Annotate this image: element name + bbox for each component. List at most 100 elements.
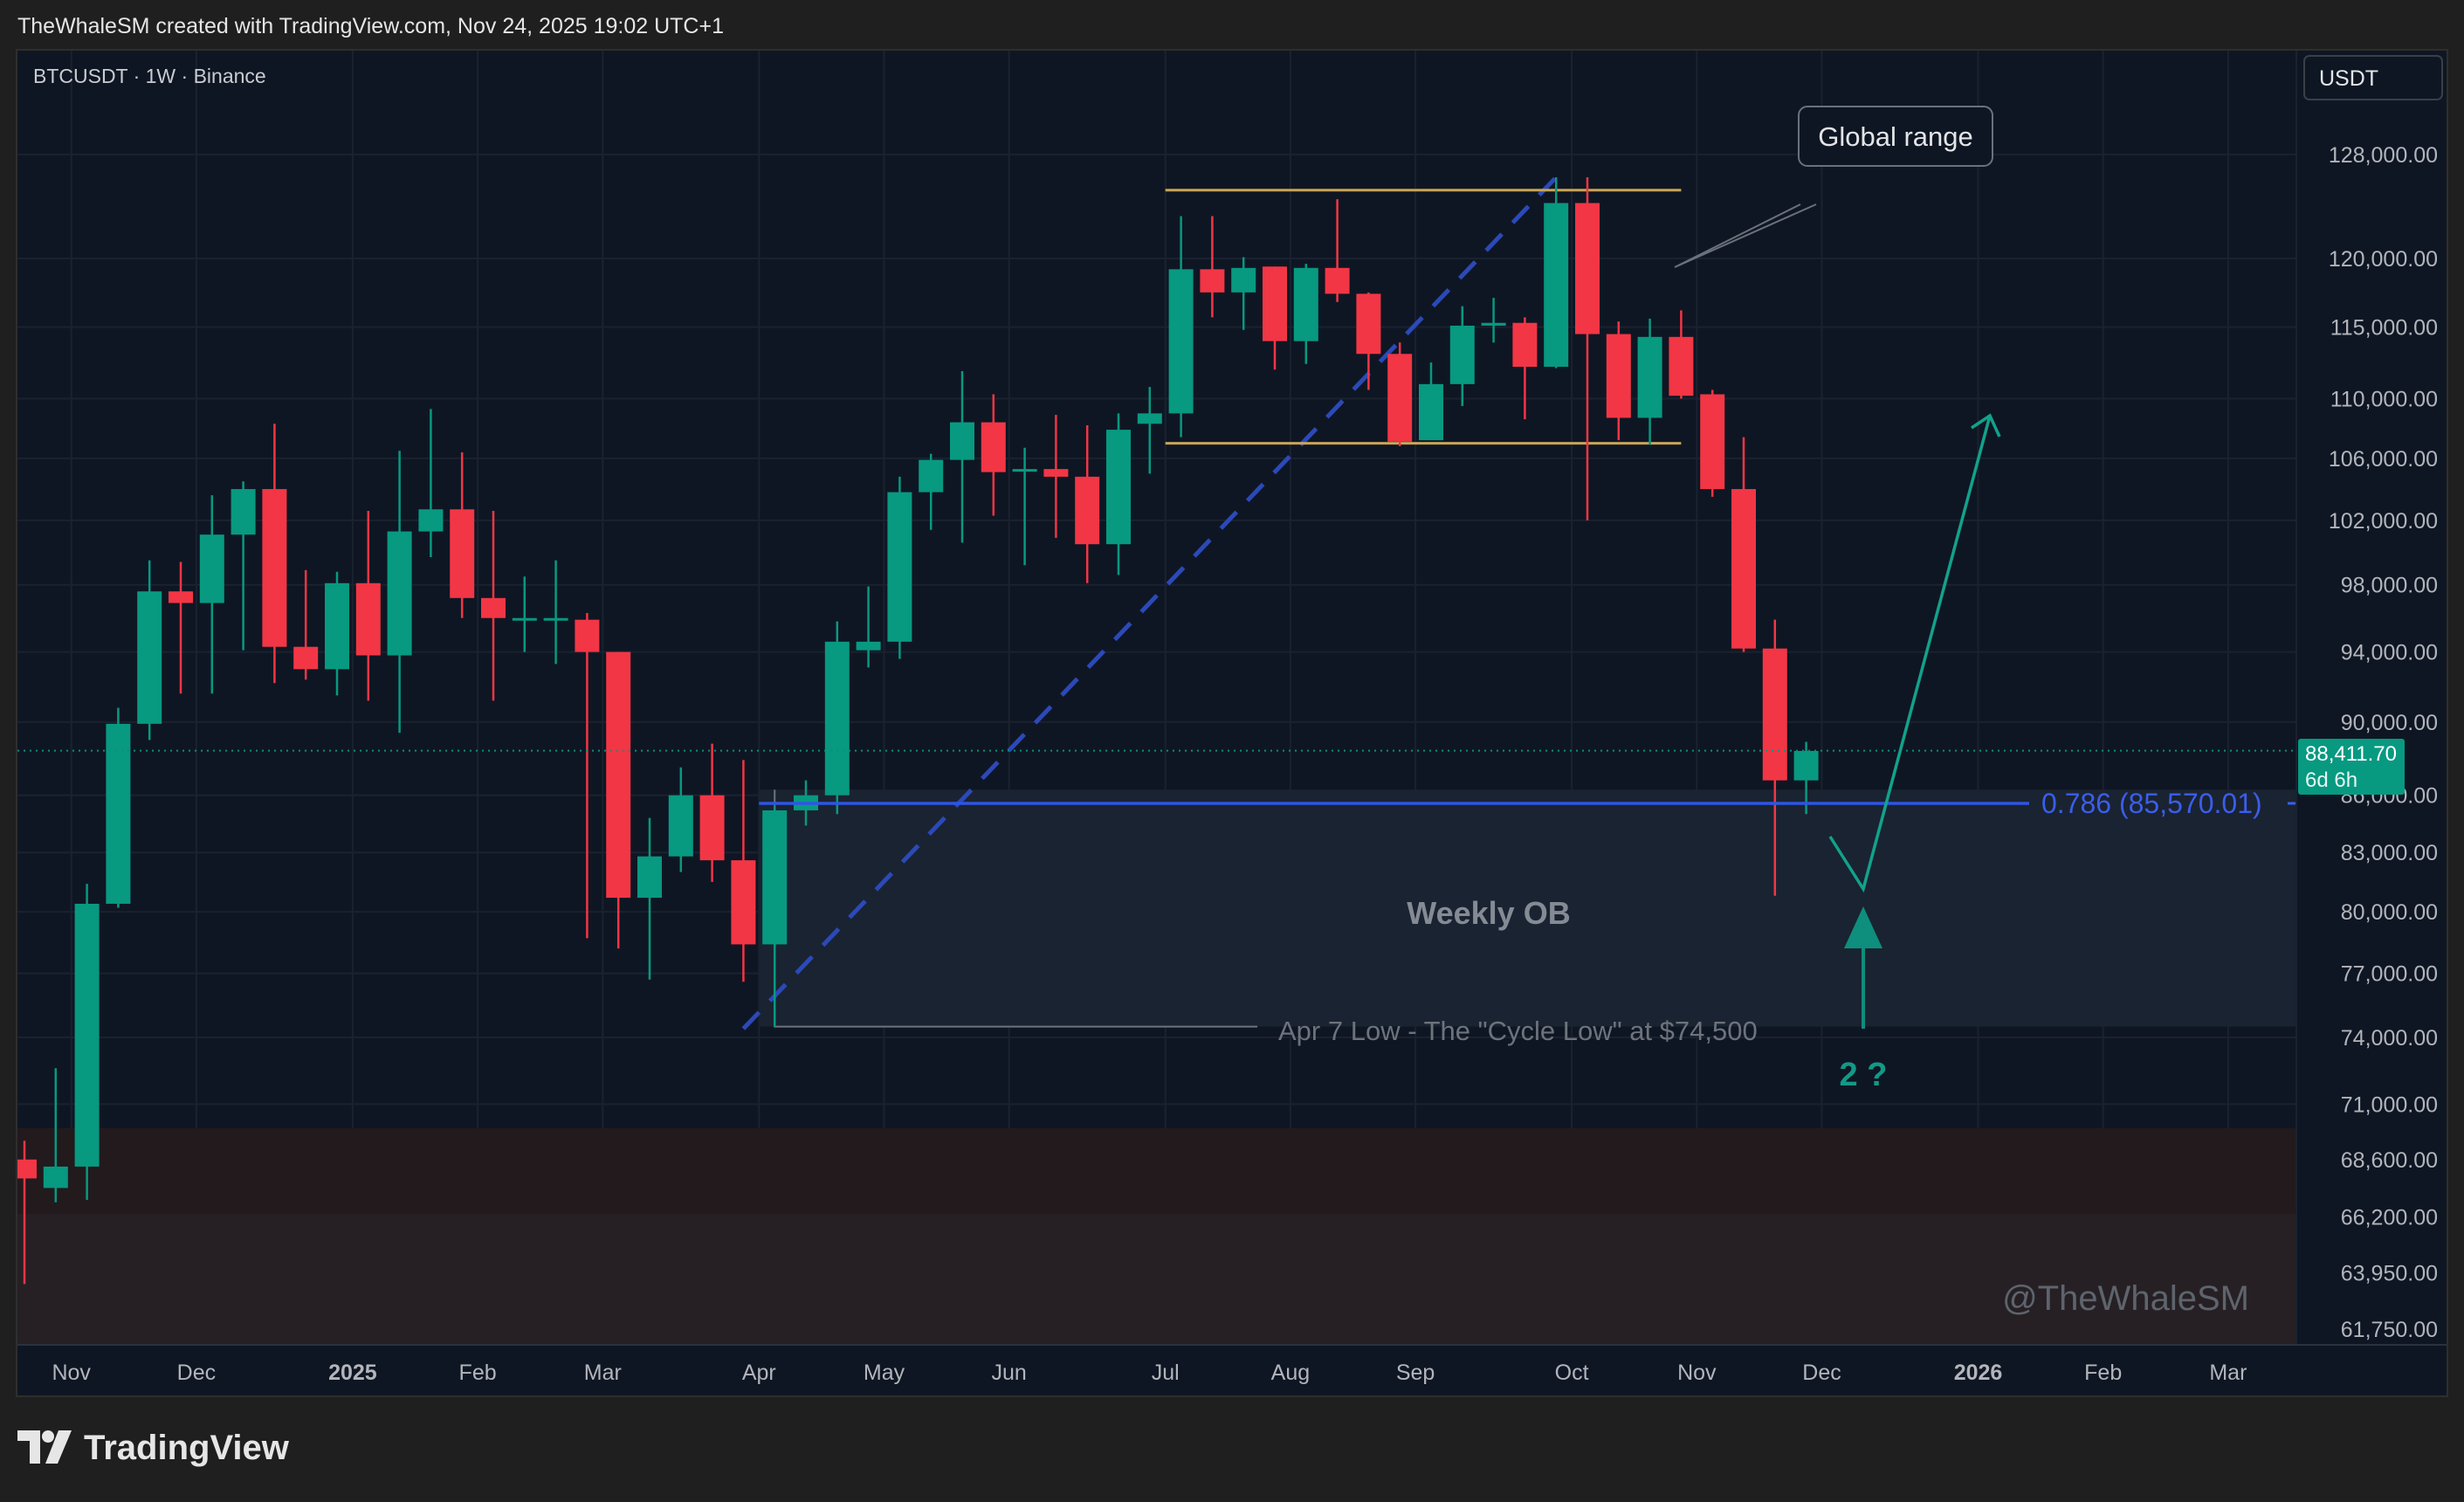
candle-body <box>1106 430 1131 545</box>
price-tick-label: 106,000.00 <box>2329 447 2438 472</box>
price-tick-label: 102,000.00 <box>2329 509 2438 534</box>
candle-body <box>919 459 944 493</box>
lower-zone-upper <box>17 1128 2296 1214</box>
price-tick-label: 61,750.00 <box>2341 1318 2438 1342</box>
candle-body <box>12 1159 37 1179</box>
price-tick-label: 98,000.00 <box>2341 574 2438 598</box>
candle-body <box>231 489 256 535</box>
tradingview-brand: TradingView <box>84 1429 289 1467</box>
price-tick-label: 66,200.00 <box>2341 1206 2438 1230</box>
candle-body <box>137 591 162 724</box>
symbol-label: BTCUSDT · 1W · Binance <box>33 65 266 87</box>
candle-body <box>1606 334 1631 418</box>
candle-body <box>1012 469 1037 472</box>
candle-body <box>637 856 662 899</box>
dashed-trendline <box>741 176 1559 1030</box>
time-tick-label: Oct <box>1555 1361 1589 1385</box>
candle-body <box>512 617 537 621</box>
price-tick-label: 110,000.00 <box>2330 388 2438 412</box>
candle-body <box>43 1166 68 1189</box>
candle-body <box>106 723 131 904</box>
price-tick-label: 63,950.00 <box>2341 1261 2438 1285</box>
candle-body <box>1356 293 1381 355</box>
candle-body <box>169 591 193 603</box>
candle-body <box>1200 269 1225 293</box>
candle-body <box>1263 266 1287 341</box>
time-tick-label: 2025 <box>328 1361 377 1385</box>
price-tick-label: 83,000.00 <box>2341 841 2438 865</box>
time-tick-label: Jul <box>1152 1361 1180 1385</box>
candle-body <box>262 489 287 647</box>
candle-body <box>1669 336 1694 396</box>
last-price-tag <box>2298 739 2405 795</box>
bar-countdown: 6d 6h <box>2305 768 2357 792</box>
candle-body <box>74 903 100 1167</box>
candle-body <box>950 422 974 460</box>
candle-body <box>1575 203 1600 334</box>
price-tick-label: 71,000.00 <box>2341 1092 2438 1117</box>
candle-body <box>293 646 319 670</box>
time-tick-label: Feb <box>2084 1361 2122 1385</box>
cycle-low-label: Apr 7 Low - The "Cycle Low" at $74,500 <box>1278 1016 1758 1046</box>
candle-body <box>856 641 881 651</box>
candle-body <box>887 492 912 642</box>
candle-body <box>1512 322 1538 368</box>
price-tick-label: 77,000.00 <box>2341 962 2438 987</box>
candle-body <box>1325 267 1350 294</box>
question-label: 2 ? <box>1840 1057 1888 1093</box>
candle-body <box>1637 336 1662 418</box>
chart-canvas[interactable]: Weekly OB Apr 7 Low - The "Cycle Low" at … <box>12 51 2447 1395</box>
watermark: @TheWhaleSM <box>2002 1279 2249 1318</box>
time-tick-label: Aug <box>1271 1361 1310 1385</box>
candle-body <box>1043 469 1069 477</box>
branding-bar: TradingView <box>0 1397 2464 1502</box>
candle-body <box>1137 413 1162 424</box>
candle-body <box>1293 267 1318 341</box>
time-tick-label: Dec <box>1802 1361 1841 1385</box>
candle-body <box>1793 750 1819 781</box>
candle-body <box>387 531 412 656</box>
attribution-text: TheWhaleSM created with TradingView.com,… <box>17 14 724 38</box>
chart-frame[interactable]: Weekly OB Apr 7 Low - The "Cycle Low" at … <box>12 49 2448 1397</box>
lower-zone-lower <box>17 1214 2296 1345</box>
candle-body <box>355 582 381 656</box>
candle-body <box>1419 383 1443 441</box>
last-price-value: 88,411.70 <box>2305 742 2397 766</box>
candle-body <box>481 597 506 618</box>
time-tick-label: Mar <box>2209 1361 2247 1385</box>
candle-body <box>824 641 850 796</box>
time-tick-label: Jun <box>992 1361 1027 1385</box>
candle-body <box>668 795 693 857</box>
currency-label: USDT <box>2319 66 2378 91</box>
candle-body <box>981 422 1006 472</box>
time-tick-label: Dec <box>177 1361 216 1385</box>
candle-body <box>199 534 224 603</box>
candle-body <box>450 509 475 598</box>
candle-body <box>1231 267 1256 293</box>
candle-body <box>1075 476 1100 545</box>
time-tick-label: Feb <box>459 1361 497 1385</box>
projection-path <box>1828 415 1992 893</box>
tradingview-logo-icon <box>17 1430 72 1464</box>
time-tick-label: 2026 <box>1954 1361 2003 1385</box>
price-axis: 128,000.00 120,000.00 115,000.00 110,000.00… <box>2295 51 2438 1345</box>
global-range-box <box>1798 106 1993 167</box>
price-tick-label: 115,000.00 <box>2330 316 2438 341</box>
weekly-ob-label: Weekly OB <box>1407 895 1570 931</box>
up-arrow-head <box>1844 906 1882 948</box>
time-tick-label: Mar <box>584 1361 622 1385</box>
fib-level-label: 0.786 (85,570.01) <box>2041 788 2262 819</box>
currency-box <box>2303 55 2443 100</box>
candles <box>12 177 1819 1285</box>
candle-body <box>762 810 788 945</box>
price-tick-label: 128,000.00 <box>2329 143 2438 168</box>
price-tick-label: 68,600.00 <box>2341 1148 2438 1173</box>
price-tick-label: 90,000.00 <box>2341 711 2438 735</box>
candle-body <box>606 651 631 899</box>
global-range-pointer <box>1674 203 1817 268</box>
candle-body <box>731 860 756 945</box>
price-tick-label: 74,000.00 <box>2341 1026 2438 1051</box>
weekly-ob-zone <box>759 789 2296 1027</box>
attribution-bar: TheWhaleSM created with TradingView.com,… <box>0 0 2464 49</box>
price-tick-label: 80,000.00 <box>2341 900 2438 925</box>
